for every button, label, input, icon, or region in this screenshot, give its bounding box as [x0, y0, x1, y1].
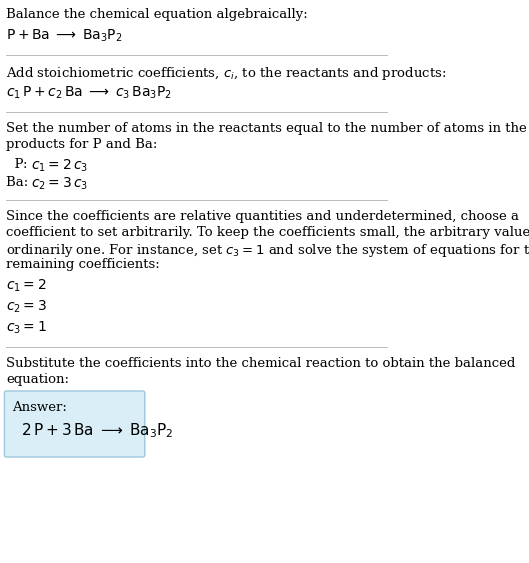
Text: Ba:: Ba:: [6, 176, 32, 189]
Text: $2\,\mathrm{P} + 3\,\mathrm{Ba} \;\longrightarrow\; \mathrm{Ba_3P_2}$: $2\,\mathrm{P} + 3\,\mathrm{Ba} \;\longr…: [21, 421, 173, 440]
Text: Balance the chemical equation algebraically:: Balance the chemical equation algebraica…: [6, 8, 308, 21]
Text: $c_1\, \mathrm{P} + c_2\, \mathrm{Ba} \;\longrightarrow\; c_3\, \mathrm{Ba_3P_2}: $c_1\, \mathrm{P} + c_2\, \mathrm{Ba} \;…: [6, 85, 172, 101]
Text: ordinarily one. For instance, set $c_3 = 1$ and solve the system of equations fo: ordinarily one. For instance, set $c_3 =…: [6, 242, 529, 259]
Text: Since the coefficients are relative quantities and underdetermined, choose a: Since the coefficients are relative quan…: [6, 210, 519, 223]
Text: Substitute the coefficients into the chemical reaction to obtain the balanced: Substitute the coefficients into the che…: [6, 357, 515, 370]
Text: $c_3 = 1$: $c_3 = 1$: [6, 320, 47, 337]
Text: coefficient to set arbitrarily. To keep the coefficients small, the arbitrary va: coefficient to set arbitrarily. To keep …: [6, 226, 529, 239]
Text: $\mathrm{P} + \mathrm{Ba} \;\longrightarrow\; \mathrm{Ba_3P_2}$: $\mathrm{P} + \mathrm{Ba} \;\longrightar…: [6, 28, 123, 44]
Text: remaining coefficients:: remaining coefficients:: [6, 258, 160, 271]
Text: $c_2 = 3\,c_3$: $c_2 = 3\,c_3$: [31, 176, 88, 193]
Text: P:: P:: [6, 158, 32, 171]
Text: Set the number of atoms in the reactants equal to the number of atoms in the: Set the number of atoms in the reactants…: [6, 122, 527, 135]
Text: $c_1 = 2\,c_3$: $c_1 = 2\,c_3$: [31, 158, 88, 175]
Text: $c_2 = 3$: $c_2 = 3$: [6, 299, 47, 315]
Text: products for P and Ba:: products for P and Ba:: [6, 138, 157, 151]
Text: Answer:: Answer:: [12, 401, 67, 414]
Text: equation:: equation:: [6, 373, 69, 386]
Text: $c_1 = 2$: $c_1 = 2$: [6, 278, 47, 294]
FancyBboxPatch shape: [4, 391, 145, 457]
Text: Add stoichiometric coefficients, $c_i$, to the reactants and products:: Add stoichiometric coefficients, $c_i$, …: [6, 65, 446, 82]
